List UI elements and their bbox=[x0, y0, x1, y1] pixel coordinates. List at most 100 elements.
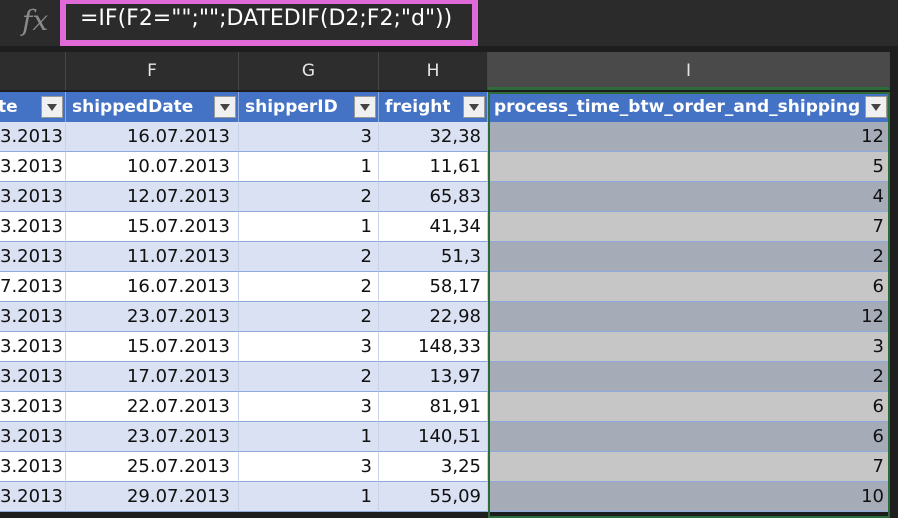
cell-i[interactable]: 4 bbox=[488, 182, 890, 212]
header-label: freight bbox=[385, 97, 451, 117]
cell-h[interactable]: 32,38 bbox=[379, 122, 488, 152]
cell-g[interactable]: 2 bbox=[239, 242, 379, 272]
cell-f[interactable]: 10.07.2013 bbox=[66, 152, 239, 182]
cell-e[interactable]: 7.2013 bbox=[0, 272, 66, 302]
cell-e[interactable]: 3.2013 bbox=[0, 452, 66, 482]
cell-g[interactable]: 2 bbox=[239, 302, 379, 332]
column-letter-h[interactable]: H bbox=[379, 52, 488, 90]
cell-i[interactable]: 12 bbox=[488, 302, 890, 332]
cell-e[interactable]: 3.2013 bbox=[0, 152, 66, 182]
cell-i[interactable]: 10 bbox=[488, 482, 890, 512]
cell-g[interactable]: 1 bbox=[239, 422, 379, 452]
cell-i[interactable]: 7 bbox=[488, 212, 890, 242]
table-row: 3.2013 25.07.2013 3 3,25 7 bbox=[0, 452, 898, 482]
filter-dropdown-icon[interactable] bbox=[214, 96, 236, 118]
cell-i[interactable]: 12 bbox=[488, 122, 890, 152]
cell-f[interactable]: 12.07.2013 bbox=[66, 182, 239, 212]
formula-input[interactable]: =IF(F2="";"";DATEDIF(D2;F2;"d")) bbox=[80, 6, 453, 31]
cell-e[interactable]: 3.2013 bbox=[0, 392, 66, 422]
cell-e[interactable]: 3.2013 bbox=[0, 182, 66, 212]
header-cell-e[interactable]: te bbox=[0, 92, 66, 122]
cell-g[interactable]: 2 bbox=[239, 182, 379, 212]
column-letter-g[interactable]: G bbox=[239, 52, 379, 90]
cell-h[interactable]: 51,3 bbox=[379, 242, 488, 272]
header-cell-i[interactable]: process_time_btw_order_and_shipping bbox=[488, 92, 890, 122]
cell-f[interactable]: 17.07.2013 bbox=[66, 362, 239, 392]
cell-i[interactable]: 6 bbox=[488, 392, 890, 422]
formula-highlight-box bbox=[60, 0, 478, 46]
column-letter-i[interactable]: I bbox=[488, 52, 890, 90]
cell-e[interactable]: 3.2013 bbox=[0, 422, 66, 452]
formula-bar-gap bbox=[0, 46, 898, 52]
cell-h[interactable]: 65,83 bbox=[379, 182, 488, 212]
cell-g[interactable]: 1 bbox=[239, 482, 379, 512]
cell-h[interactable]: 81,91 bbox=[379, 392, 488, 422]
cell-i[interactable]: 2 bbox=[488, 242, 890, 272]
cell-f[interactable]: 23.07.2013 bbox=[66, 422, 239, 452]
cell-h[interactable]: 11,61 bbox=[379, 152, 488, 182]
cell-f[interactable]: 16.07.2013 bbox=[66, 272, 239, 302]
table-row: 3.2013 17.07.2013 2 13,97 2 bbox=[0, 362, 898, 392]
cell-h[interactable]: 55,09 bbox=[379, 482, 488, 512]
cell-e[interactable]: 3.2013 bbox=[0, 302, 66, 332]
cell-f[interactable]: 29.07.2013 bbox=[66, 482, 239, 512]
cell-h[interactable]: 22,98 bbox=[379, 302, 488, 332]
cell-h[interactable]: 13,97 bbox=[379, 362, 488, 392]
cell-f[interactable]: 25.07.2013 bbox=[66, 452, 239, 482]
cell-h[interactable]: 148,33 bbox=[379, 332, 488, 362]
cell-i[interactable]: 5 bbox=[488, 152, 890, 182]
cell-g[interactable]: 1 bbox=[239, 212, 379, 242]
table-row: 3.2013 23.07.2013 1 140,51 6 bbox=[0, 422, 898, 452]
cell-i[interactable]: 2 bbox=[488, 362, 890, 392]
cell-f[interactable]: 23.07.2013 bbox=[66, 302, 239, 332]
cell-g[interactable]: 1 bbox=[239, 152, 379, 182]
filter-dropdown-icon[interactable] bbox=[354, 96, 376, 118]
cell-g[interactable]: 2 bbox=[239, 362, 379, 392]
cell-e[interactable]: 3.2013 bbox=[0, 122, 66, 152]
filter-dropdown-icon[interactable] bbox=[463, 96, 485, 118]
window-edge bbox=[890, 52, 898, 518]
column-letter-f[interactable]: F bbox=[66, 52, 239, 90]
header-cell-g[interactable]: shipperID bbox=[239, 92, 379, 122]
cell-g[interactable]: 3 bbox=[239, 392, 379, 422]
cell-g[interactable]: 3 bbox=[239, 332, 379, 362]
column-letter-e[interactable] bbox=[0, 52, 66, 90]
cell-f[interactable]: 22.07.2013 bbox=[66, 392, 239, 422]
filter-dropdown-icon[interactable] bbox=[865, 96, 887, 118]
cell-e[interactable]: 3.2013 bbox=[0, 242, 66, 272]
cell-e[interactable]: 3.2013 bbox=[0, 482, 66, 512]
header-cell-f[interactable]: shippedDate bbox=[66, 92, 239, 122]
header-label: te bbox=[0, 97, 18, 117]
table-row: 3.2013 10.07.2013 1 11,61 5 bbox=[0, 152, 898, 182]
cell-f[interactable]: 15.07.2013 bbox=[66, 212, 239, 242]
cell-i[interactable]: 6 bbox=[488, 422, 890, 452]
cell-g[interactable]: 3 bbox=[239, 452, 379, 482]
header-label: shippedDate bbox=[72, 97, 194, 117]
header-cell-h[interactable]: freight bbox=[379, 92, 488, 122]
cell-e[interactable]: 3.2013 bbox=[0, 212, 66, 242]
table-row: 7.2013 16.07.2013 2 58,17 6 bbox=[0, 272, 898, 302]
cell-f[interactable]: 11.07.2013 bbox=[66, 242, 239, 272]
cell-h[interactable]: 140,51 bbox=[379, 422, 488, 452]
cell-f[interactable]: 16.07.2013 bbox=[66, 122, 239, 152]
table-row: 3.2013 16.07.2013 3 32,38 12 bbox=[0, 122, 898, 152]
cell-h[interactable]: 41,34 bbox=[379, 212, 488, 242]
cell-h[interactable]: 58,17 bbox=[379, 272, 488, 302]
cell-i[interactable]: 6 bbox=[488, 272, 890, 302]
header-label: shipperID bbox=[245, 97, 338, 117]
cell-g[interactable]: 2 bbox=[239, 272, 379, 302]
table-row: 3.2013 23.07.2013 2 22,98 12 bbox=[0, 302, 898, 332]
table-row: 3.2013 15.07.2013 3 148,33 3 bbox=[0, 332, 898, 362]
function-icon[interactable]: fx bbox=[22, 4, 49, 37]
cell-i[interactable]: 3 bbox=[488, 332, 890, 362]
cell-g[interactable]: 3 bbox=[239, 122, 379, 152]
cell-h[interactable]: 3,25 bbox=[379, 452, 488, 482]
cell-e[interactable]: 3.2013 bbox=[0, 332, 66, 362]
cell-i[interactable]: 7 bbox=[488, 452, 890, 482]
cell-e[interactable]: 3.2013 bbox=[0, 362, 66, 392]
table-row: 3.2013 15.07.2013 1 41,34 7 bbox=[0, 212, 898, 242]
table-row: 3.2013 11.07.2013 2 51,3 2 bbox=[0, 242, 898, 272]
filter-dropdown-icon[interactable] bbox=[41, 96, 63, 118]
formula-bar: fx =IF(F2="";"";DATEDIF(D2;F2;"d")) bbox=[0, 0, 898, 46]
cell-f[interactable]: 15.07.2013 bbox=[66, 332, 239, 362]
